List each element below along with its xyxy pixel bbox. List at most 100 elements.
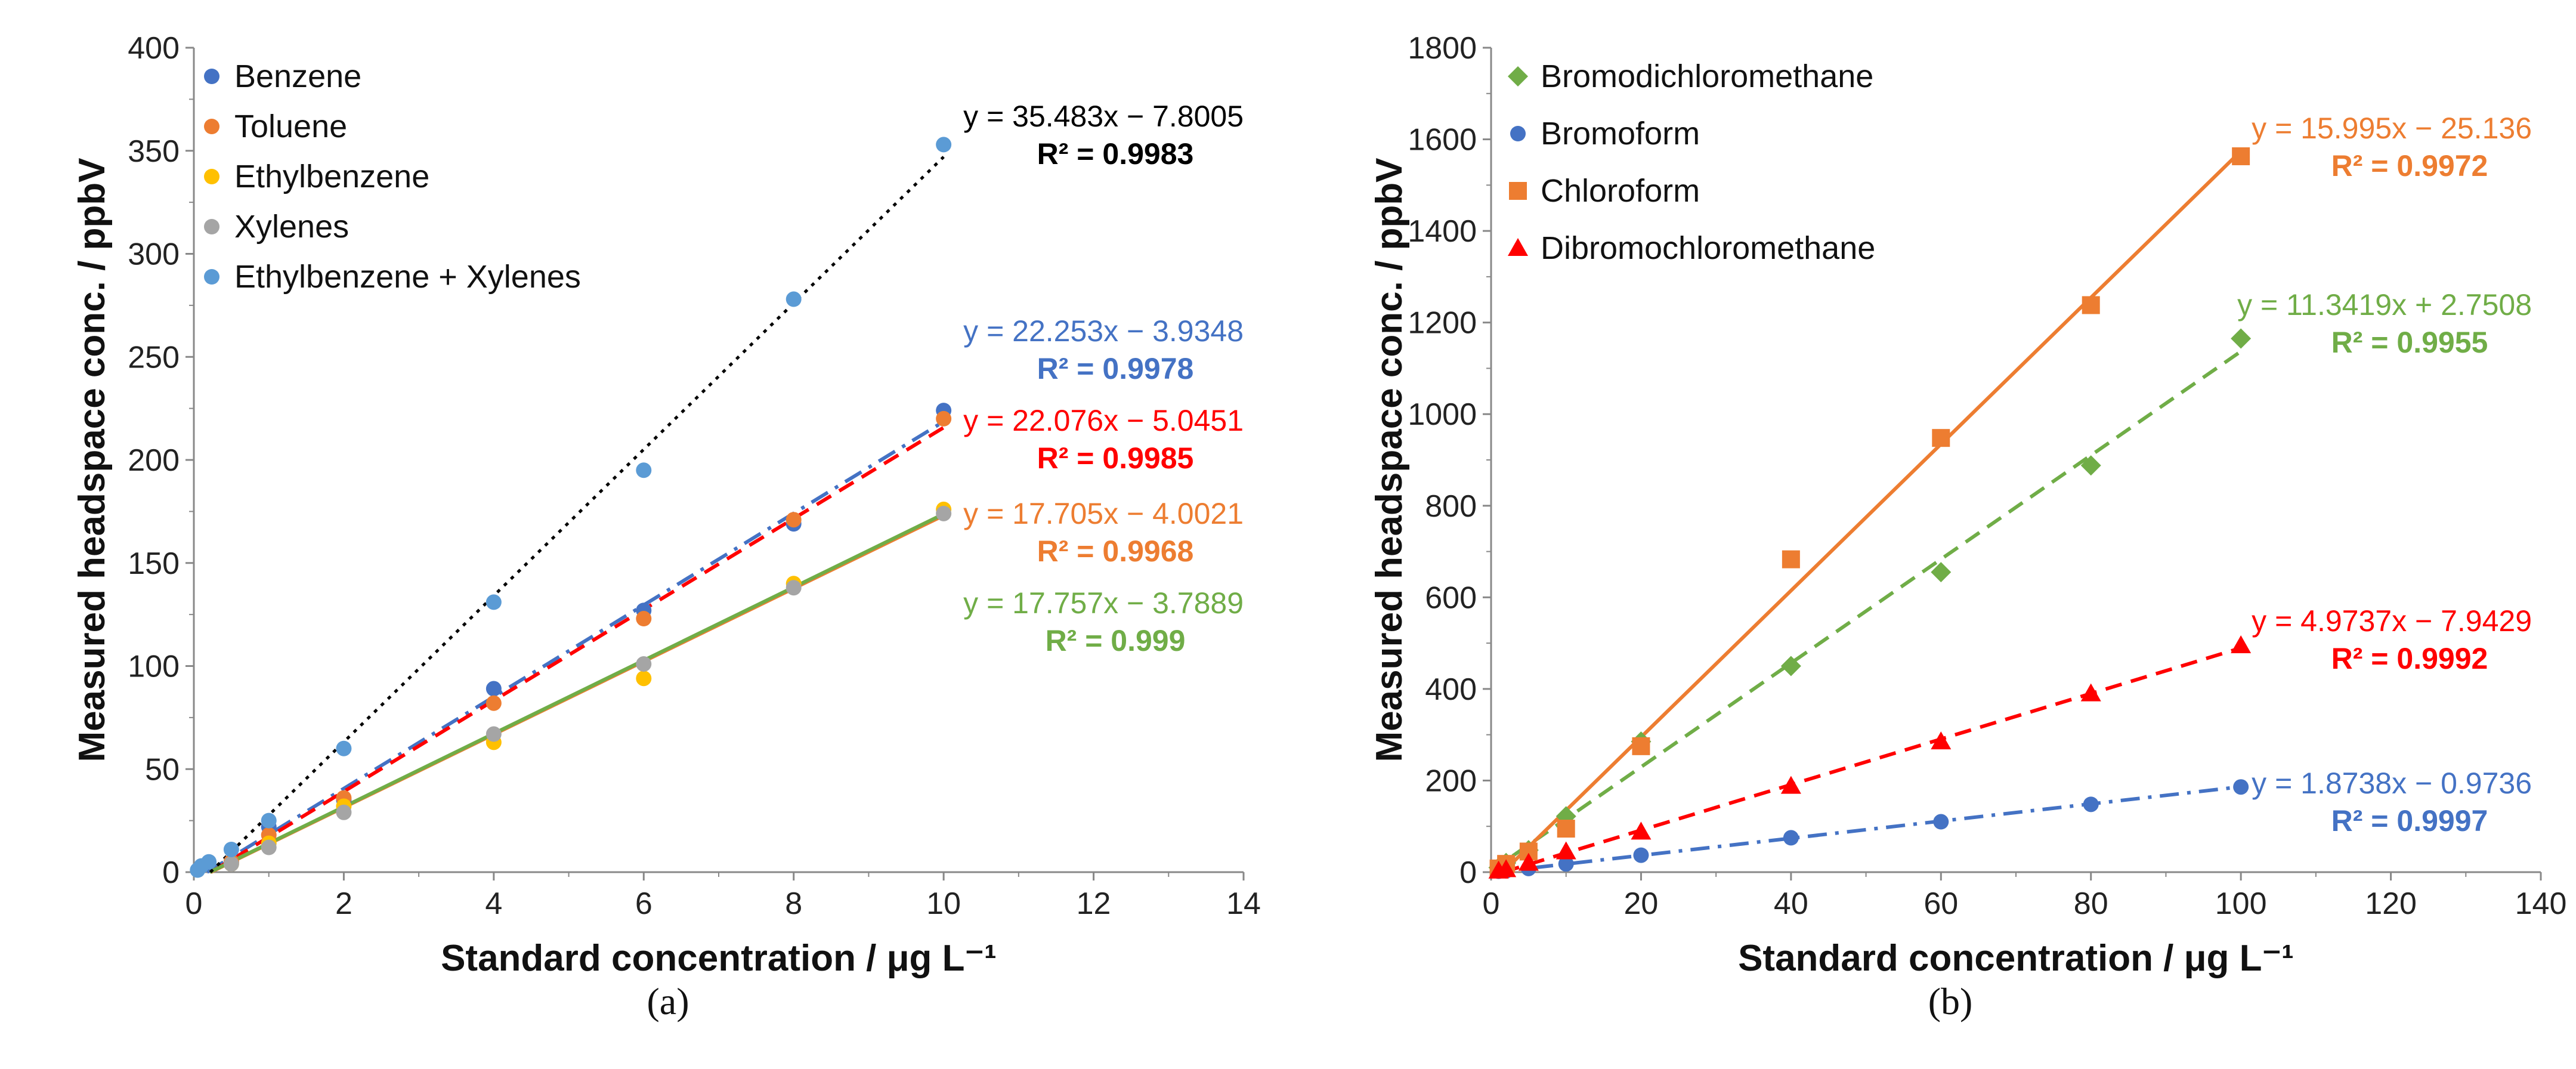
legend-marker-ethylbenzene <box>204 169 219 184</box>
x-tick-label: 2 <box>335 886 352 921</box>
legend-label-bromoform: Bromoform <box>1541 116 1700 152</box>
y-tick-label: 800 <box>1425 489 1477 524</box>
legend-label-chloroform: Chloroform <box>1541 173 1700 209</box>
data-point <box>485 726 502 742</box>
data-point <box>636 656 652 672</box>
y-tick-label: 0 <box>162 855 180 890</box>
trendline-bromodichloromethane <box>1490 350 2242 873</box>
data-point <box>1931 731 1952 750</box>
data-point <box>2082 296 2100 314</box>
x-tick-label: 140 <box>2515 886 2567 921</box>
x-tick-label: 20 <box>1624 886 1659 921</box>
x-tick-label: 80 <box>2074 886 2108 921</box>
legend-marker-toluene <box>204 119 219 134</box>
data-point <box>2233 779 2249 795</box>
x-tick-label: 10 <box>926 886 961 921</box>
x-tick-label: 100 <box>2215 886 2267 921</box>
x-tick-label: 0 <box>1483 886 1500 921</box>
data-point <box>336 740 352 756</box>
data-point <box>1933 814 1949 830</box>
data-point <box>936 137 952 153</box>
equation-ethylbenzene-xylenes: y = 35.483x − 7.8005 <box>963 100 1244 133</box>
data-point <box>936 505 952 521</box>
equation-bromodichloromethane: y = 11.3419x + 2.7508 <box>2237 288 2532 322</box>
data-point <box>261 839 277 855</box>
trendline-toluene <box>210 426 945 874</box>
data-point <box>2083 796 2099 812</box>
legend-label-bromodichloromethane: Bromodichloromethane <box>1541 58 1873 94</box>
equation-chloroform: y = 15.995x − 25.136 <box>2252 112 2532 145</box>
equation-toluene: y = 22.076x − 5.0451 <box>963 404 1244 437</box>
r2-xylenes: R² = 0.999 <box>1046 624 1186 657</box>
legend-marker-xylenes <box>204 219 219 234</box>
y-tick-label: 0 <box>1459 855 1477 890</box>
y-tick-label: 600 <box>1425 580 1477 615</box>
x-tick-label: 0 <box>185 886 203 921</box>
data-point <box>1557 820 1575 838</box>
y-axis-title: Measured headspace conc. / ppbV <box>72 158 113 762</box>
x-tick-label: 120 <box>2365 886 2417 921</box>
r2-bromoform: R² = 0.9997 <box>2331 804 2488 838</box>
data-point <box>223 841 239 857</box>
r2-ethylbenzene-xylenes: R² = 0.9983 <box>1037 137 1194 171</box>
series-dibromochloromethane <box>1488 635 2252 879</box>
y-tick-label: 400 <box>128 31 180 66</box>
data-point <box>1633 847 1649 863</box>
data-point <box>2232 147 2250 165</box>
chart-panel-b: 0 200 400 600 800 1000 1200 1400 1600 1800 0 20 40 60… <box>1369 31 2566 1022</box>
data-point <box>1782 550 1800 569</box>
y-tick-label: 300 <box>128 237 180 272</box>
data-point <box>2080 683 2101 702</box>
legend-marker-chloroform <box>1509 182 1527 200</box>
legend-marker-bromoform <box>1510 126 1526 141</box>
r2-toluene: R² = 0.9985 <box>1037 441 1194 475</box>
y-tick-label: 1600 <box>1408 123 1477 157</box>
panel-label: (a) <box>647 980 689 1022</box>
trendline-benzene <box>206 420 945 874</box>
y-tick-label: 1200 <box>1408 306 1477 341</box>
legend-label-toluene: Toluene <box>234 109 347 144</box>
equation-ethylbenzene: y = 17.705x − 4.0021 <box>963 497 1244 530</box>
y-tick-label: 100 <box>128 650 180 684</box>
r2-dibromochloromethane: R² = 0.9992 <box>2331 642 2488 675</box>
legend-marker-dibromochloromethane <box>1508 238 1528 256</box>
r2-benzene: R² = 0.9978 <box>1037 352 1194 385</box>
legend-label-xylenes: Xylenes <box>234 209 349 245</box>
data-point <box>2231 635 2252 653</box>
data-point <box>1518 852 1539 871</box>
y-tick-label: 200 <box>1425 764 1477 798</box>
y-tick-label: 400 <box>1425 672 1477 707</box>
x-tick-label: 4 <box>485 886 502 921</box>
data-point <box>1496 859 1517 878</box>
series-xylenes <box>223 505 952 872</box>
data-point <box>636 462 652 478</box>
y-tick-label: 1400 <box>1408 214 1477 249</box>
data-point <box>1780 656 1801 676</box>
legend-marker-bromodichloromethane <box>1508 66 1528 86</box>
x-tick-label: 12 <box>1077 886 1111 921</box>
data-point <box>261 812 277 829</box>
y-tick-label: 1000 <box>1408 397 1477 432</box>
x-tick-label: 60 <box>1924 886 1958 921</box>
data-point <box>2080 455 2101 476</box>
trendline-bromoform <box>1495 784 2241 874</box>
data-point <box>936 410 952 427</box>
legend-label-ethylbenzene-xylenes: Ethylbenzene + Xylenes <box>234 259 581 295</box>
series-ethylbenzene-xylenes <box>190 137 952 878</box>
legend-label-dibromochloromethane: Dibromochloromethane <box>1541 230 1875 266</box>
data-point <box>786 580 802 596</box>
data-point <box>223 856 239 872</box>
trendline-xylenes <box>209 512 945 874</box>
data-point <box>636 611 652 627</box>
data-point <box>1631 821 1652 840</box>
data-point <box>636 671 652 687</box>
panel-label: (b) <box>1928 980 1973 1022</box>
y-tick-label: 150 <box>128 546 180 581</box>
data-point <box>1780 776 1801 794</box>
legend-label-ethylbenzene: Ethylbenzene <box>234 159 429 194</box>
x-tick-label: 40 <box>1774 886 1808 921</box>
equation-dibromochloromethane: y = 4.9737x − 7.9429 <box>2252 604 2532 638</box>
data-point <box>1783 830 1799 846</box>
equation-xylenes: y = 17.757x − 3.7889 <box>963 586 1244 620</box>
